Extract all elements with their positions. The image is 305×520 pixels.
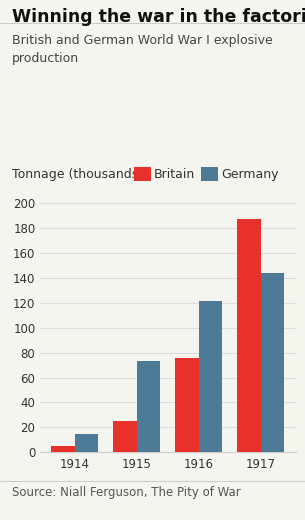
Text: British and German World War I explosive
production: British and German World War I explosive… <box>12 34 273 65</box>
Text: Tonnage (thousands): Tonnage (thousands) <box>12 167 143 180</box>
Text: Germany: Germany <box>221 167 279 180</box>
Bar <box>175 358 199 452</box>
Bar <box>75 434 99 452</box>
Bar <box>51 446 75 452</box>
Text: Britain: Britain <box>154 167 195 180</box>
Bar <box>113 421 137 452</box>
Bar <box>137 361 160 452</box>
Text: Winning the war in the factories: Winning the war in the factories <box>12 8 305 26</box>
Bar <box>199 302 222 452</box>
Text: Source: Niall Ferguson, The Pity of War: Source: Niall Ferguson, The Pity of War <box>12 486 241 499</box>
Bar <box>261 272 284 452</box>
Bar <box>237 219 261 452</box>
